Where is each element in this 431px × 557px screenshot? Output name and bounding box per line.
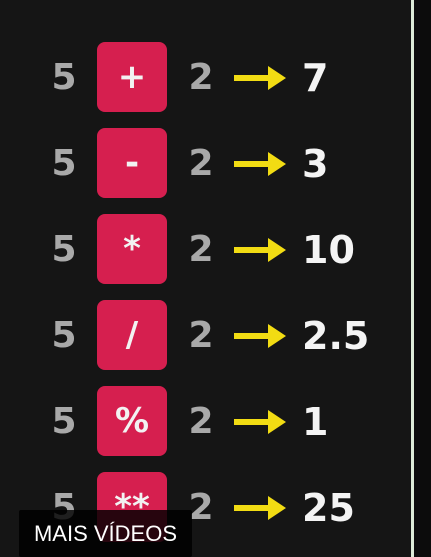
operator-row-exponent: 5 ** 2 25 <box>0 472 410 544</box>
arrow-right-icon <box>234 324 286 348</box>
arrow-right-icon <box>234 238 286 262</box>
right-operand: 2 <box>188 487 214 528</box>
arrow-right-icon <box>234 496 286 520</box>
result-value: 10 <box>302 228 355 272</box>
right-operand: 2 <box>188 401 214 442</box>
operator-row-addition: 5 + 2 7 <box>0 42 410 114</box>
right-operand: 2 <box>188 143 214 184</box>
left-operand: 5 <box>51 143 77 184</box>
left-operand: 5 <box>51 57 77 98</box>
operator-box: - <box>97 128 167 198</box>
right-operand: 2 <box>188 315 214 356</box>
operator-row-modulo: 5 % 2 1 <box>0 386 410 458</box>
arrow-right-icon <box>234 66 286 90</box>
operator-box: * <box>97 214 167 284</box>
result-value: 1 <box>302 400 329 444</box>
result-value: 3 <box>302 142 329 186</box>
operator-box: / <box>97 300 167 370</box>
operator-row-subtraction: 5 - 2 3 <box>0 128 410 200</box>
operator-box: % <box>97 386 167 456</box>
more-videos-button[interactable]: MAIS VÍDEOS <box>19 510 192 557</box>
operator-row-multiplication: 5 * 2 10 <box>0 214 410 286</box>
left-operand: 5 <box>51 401 77 442</box>
right-operand: 2 <box>188 229 214 270</box>
vertical-divider <box>411 0 414 557</box>
right-operand: 2 <box>188 57 214 98</box>
left-operand: 5 <box>51 229 77 270</box>
arrow-right-icon <box>234 410 286 434</box>
operator-box: + <box>97 42 167 112</box>
arrow-right-icon <box>234 152 286 176</box>
operator-row-division: 5 / 2 2.5 <box>0 300 410 372</box>
edge-strip <box>414 0 431 557</box>
result-value: 25 <box>302 486 355 530</box>
result-value: 7 <box>302 56 329 100</box>
left-operand: 5 <box>51 315 77 356</box>
result-value: 2.5 <box>302 314 370 358</box>
